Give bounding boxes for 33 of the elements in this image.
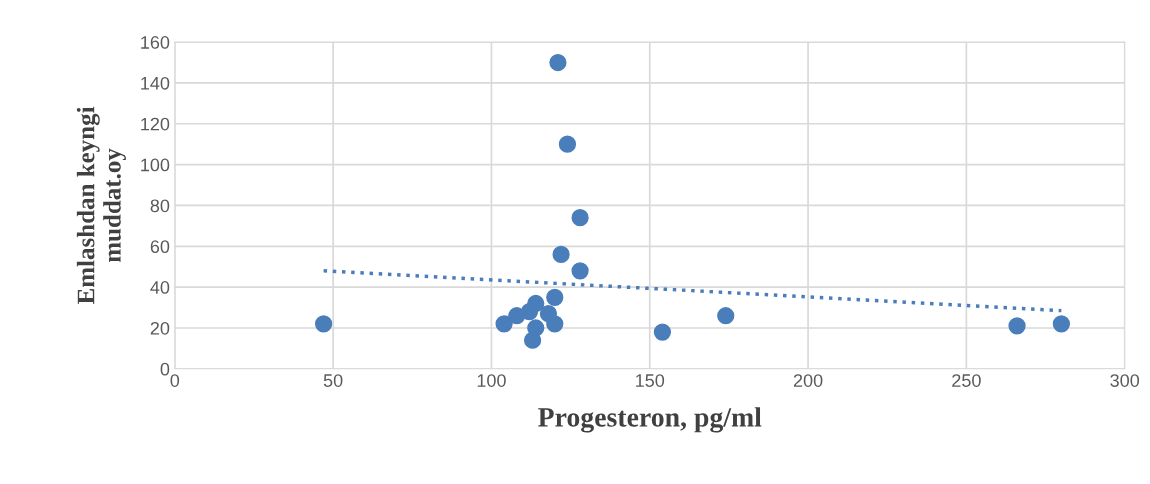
y-tick-label: 0	[160, 362, 170, 376]
point	[571, 209, 589, 227]
x-tick-label: 200	[793, 374, 823, 387]
point	[546, 315, 564, 333]
point	[549, 53, 567, 72]
x-tick-label: 300	[1110, 374, 1140, 387]
point	[653, 323, 672, 341]
point	[1008, 317, 1026, 335]
x-tick-label: 250	[952, 374, 981, 387]
point	[520, 303, 539, 321]
y-tick-label: 40	[150, 281, 170, 294]
x-tick-label: 50	[323, 374, 343, 387]
x-tick-label: 100	[477, 374, 506, 387]
point	[571, 262, 589, 280]
y-tick-label: 160	[141, 36, 170, 49]
y-tick-label: 20	[150, 321, 170, 335]
point	[552, 245, 570, 264]
point	[558, 135, 577, 153]
x-tick-label: 150	[636, 374, 665, 387]
point	[546, 288, 564, 306]
y-tick-label: 120	[141, 117, 170, 131]
y-tick-label: 100	[141, 158, 170, 172]
y-axis-title: Emlashdan keyngi muddat.oy	[76, 106, 126, 305]
point	[495, 315, 513, 333]
point	[523, 331, 542, 349]
y-tick-label: 140	[141, 76, 170, 90]
x-tick-label: 0	[170, 374, 180, 387]
y-tick-label: 60	[150, 240, 170, 254]
x-axis-title: Progesteron, pg/ml	[538, 407, 762, 433]
point	[1052, 315, 1070, 333]
point	[717, 307, 735, 325]
y-tick-label: 80	[150, 199, 170, 213]
point	[315, 315, 333, 333]
